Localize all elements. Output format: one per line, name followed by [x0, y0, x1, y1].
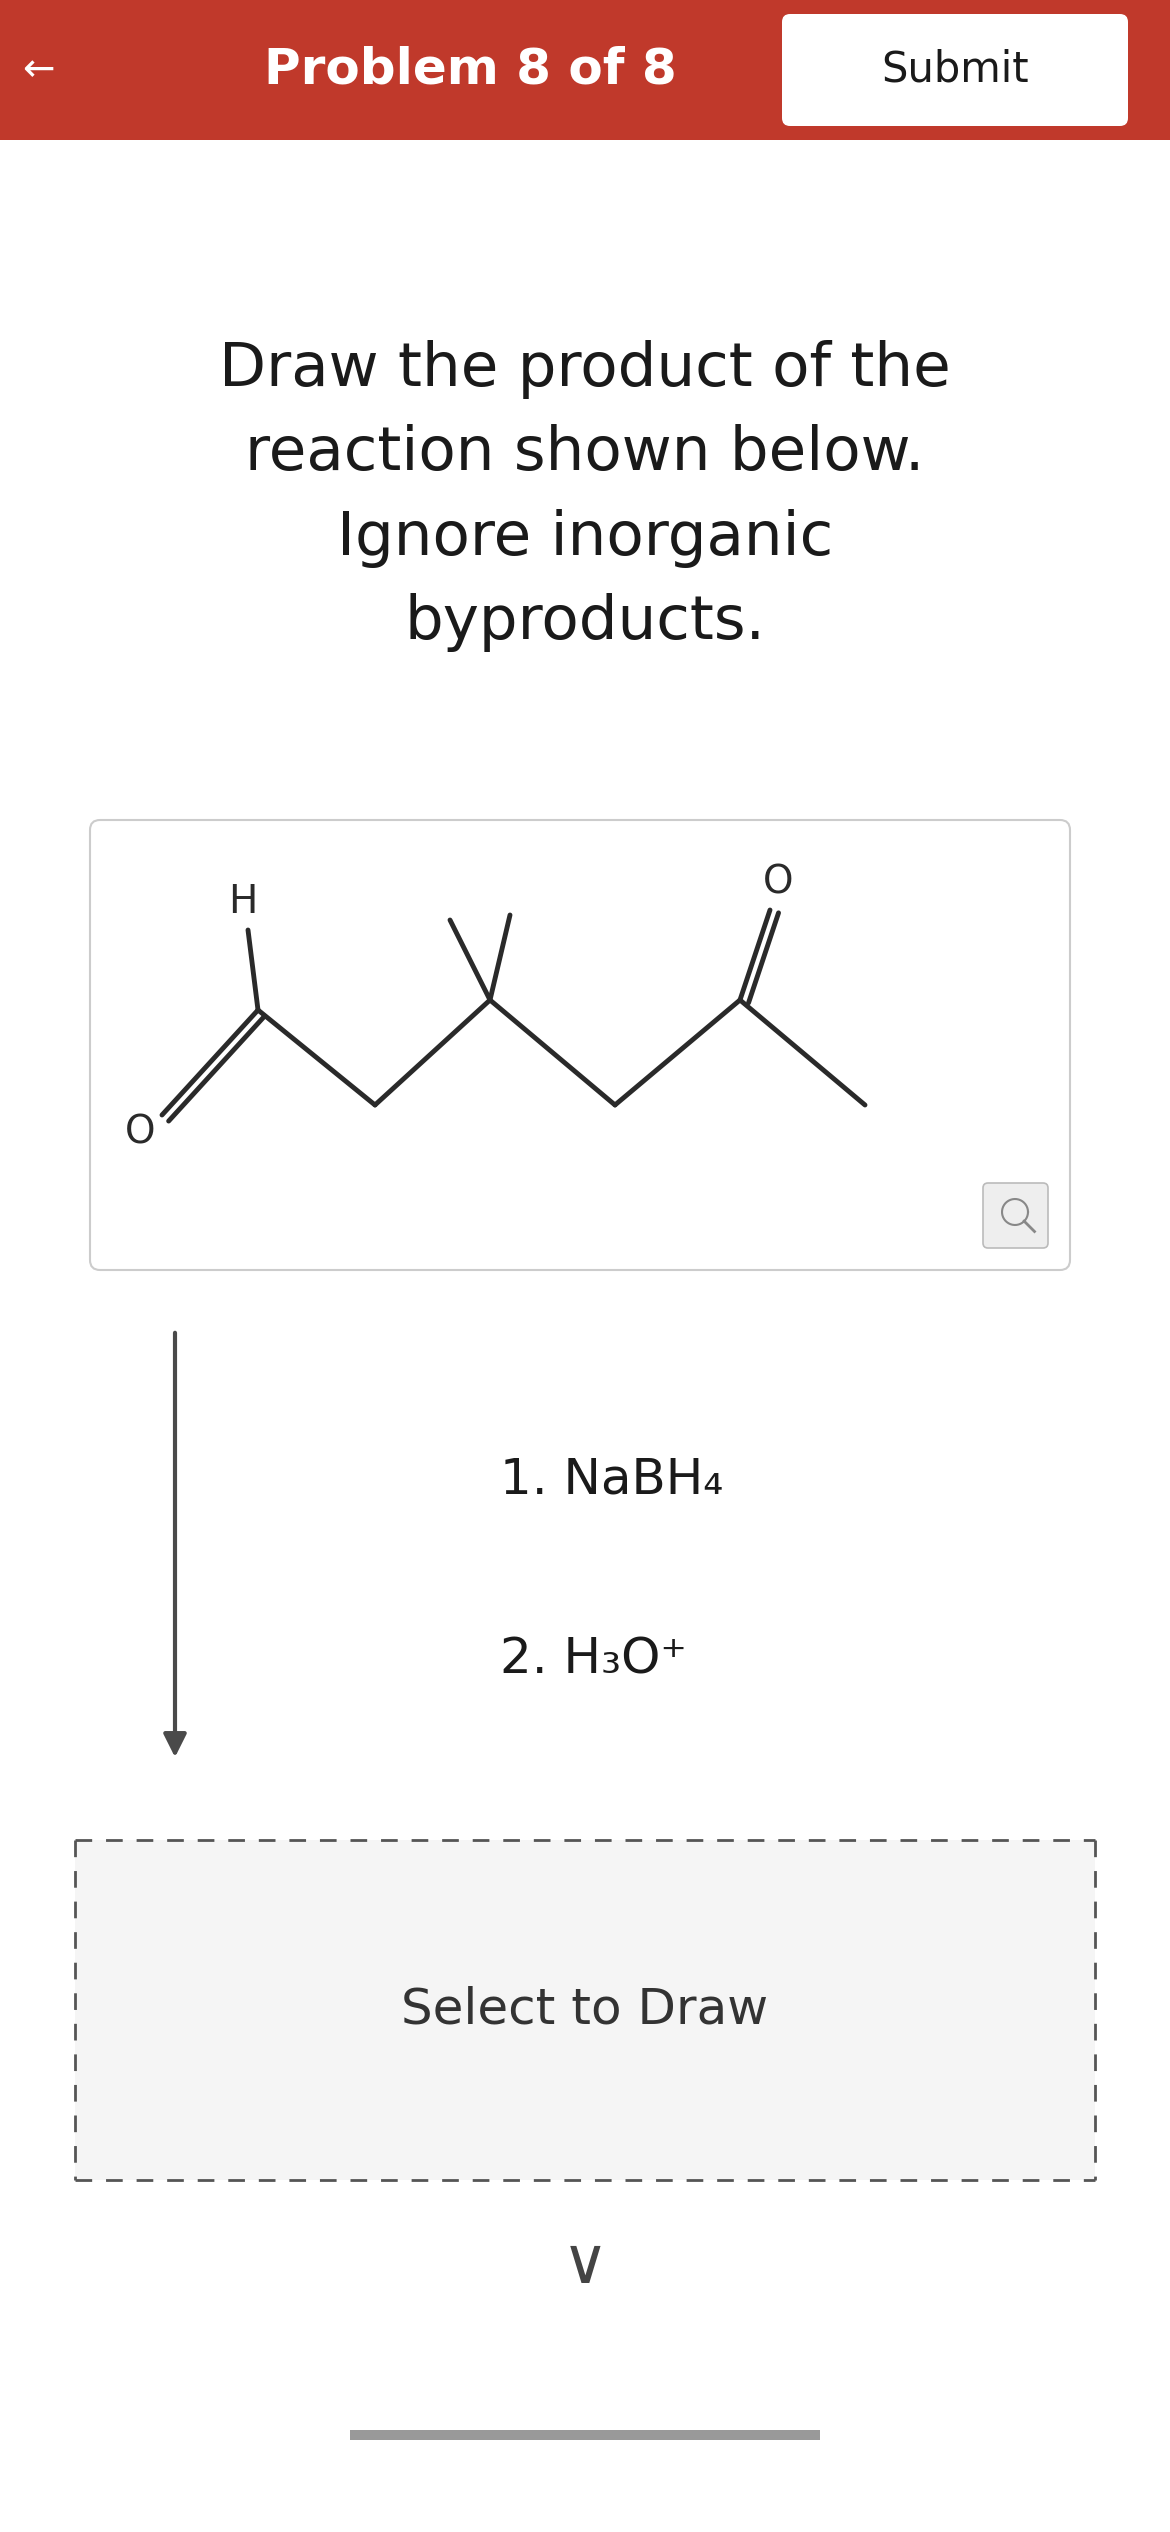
Text: Submit: Submit	[881, 48, 1028, 91]
Bar	[350, 2431, 820, 2441]
Text: Problem 8 of 8: Problem 8 of 8	[263, 46, 676, 94]
FancyBboxPatch shape	[782, 15, 1128, 127]
Text: 2. H₃O⁺: 2. H₃O⁺	[500, 1636, 687, 1684]
FancyBboxPatch shape	[90, 820, 1071, 1271]
Text: ∨: ∨	[562, 2233, 608, 2297]
Text: O: O	[125, 1114, 156, 1152]
Bar	[75, 1841, 1095, 2180]
Text: H: H	[228, 884, 257, 922]
Text: Draw the product of the
reaction shown below.
Ignore inorganic
byproducts.: Draw the product of the reaction shown b…	[219, 339, 951, 651]
Text: Select to Draw: Select to Draw	[401, 1985, 769, 2033]
Bar	[0, 0, 1170, 139]
Text: O: O	[763, 863, 793, 901]
FancyBboxPatch shape	[983, 1182, 1048, 1248]
Text: ←: ←	[22, 51, 54, 89]
Text: 1. NaBH₄: 1. NaBH₄	[500, 1456, 723, 1504]
